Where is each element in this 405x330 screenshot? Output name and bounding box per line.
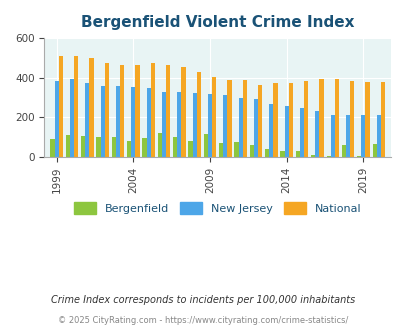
Bar: [376, 115, 380, 157]
Text: Crime Index corresponds to incidents per 100,000 inhabitants: Crime Index corresponds to incidents per…: [51, 295, 354, 305]
Bar: [203, 134, 207, 157]
Bar: [330, 115, 334, 157]
Bar: [299, 108, 303, 157]
Bar: [326, 156, 330, 157]
Bar: [196, 72, 200, 157]
Bar: [372, 144, 376, 157]
Bar: [166, 65, 170, 157]
Bar: [349, 81, 354, 157]
Bar: [345, 115, 349, 157]
Bar: [269, 104, 273, 157]
Bar: [115, 85, 120, 157]
Bar: [360, 115, 364, 157]
Bar: [334, 79, 338, 157]
Legend: Bergenfield, New Jersey, National: Bergenfield, New Jersey, National: [69, 198, 365, 218]
Bar: [177, 91, 181, 157]
Bar: [74, 56, 78, 157]
Bar: [181, 67, 185, 157]
Title: Bergenfield Violent Crime Index: Bergenfield Violent Crime Index: [81, 15, 354, 30]
Bar: [81, 136, 85, 157]
Bar: [280, 151, 284, 157]
Bar: [173, 137, 177, 157]
Bar: [127, 141, 131, 157]
Bar: [249, 145, 253, 157]
Text: © 2025 CityRating.com - https://www.cityrating.com/crime-statistics/: © 2025 CityRating.com - https://www.city…: [58, 315, 347, 325]
Bar: [310, 155, 315, 157]
Bar: [273, 82, 277, 157]
Bar: [104, 63, 109, 157]
Bar: [364, 82, 369, 157]
Bar: [234, 142, 238, 157]
Bar: [341, 145, 345, 157]
Bar: [59, 56, 63, 157]
Bar: [219, 143, 223, 157]
Bar: [284, 106, 288, 157]
Bar: [135, 65, 139, 157]
Bar: [258, 84, 262, 157]
Bar: [150, 63, 154, 157]
Bar: [211, 77, 216, 157]
Bar: [70, 79, 74, 157]
Bar: [319, 79, 323, 157]
Bar: [295, 151, 299, 157]
Bar: [100, 85, 104, 157]
Bar: [89, 58, 93, 157]
Bar: [96, 137, 100, 157]
Bar: [380, 82, 384, 157]
Bar: [192, 93, 196, 157]
Bar: [264, 149, 269, 157]
Bar: [288, 82, 292, 157]
Bar: [50, 139, 54, 157]
Bar: [54, 81, 59, 157]
Bar: [120, 65, 124, 157]
Bar: [142, 138, 146, 157]
Bar: [146, 87, 150, 157]
Bar: [162, 91, 166, 157]
Bar: [303, 81, 307, 157]
Bar: [238, 98, 242, 157]
Bar: [131, 86, 135, 157]
Bar: [66, 135, 70, 157]
Bar: [242, 80, 246, 157]
Bar: [111, 137, 115, 157]
Bar: [207, 94, 211, 157]
Bar: [315, 111, 319, 157]
Bar: [188, 141, 192, 157]
Bar: [85, 82, 89, 157]
Bar: [253, 99, 258, 157]
Bar: [227, 80, 231, 157]
Bar: [223, 95, 227, 157]
Bar: [356, 156, 360, 157]
Bar: [158, 133, 162, 157]
